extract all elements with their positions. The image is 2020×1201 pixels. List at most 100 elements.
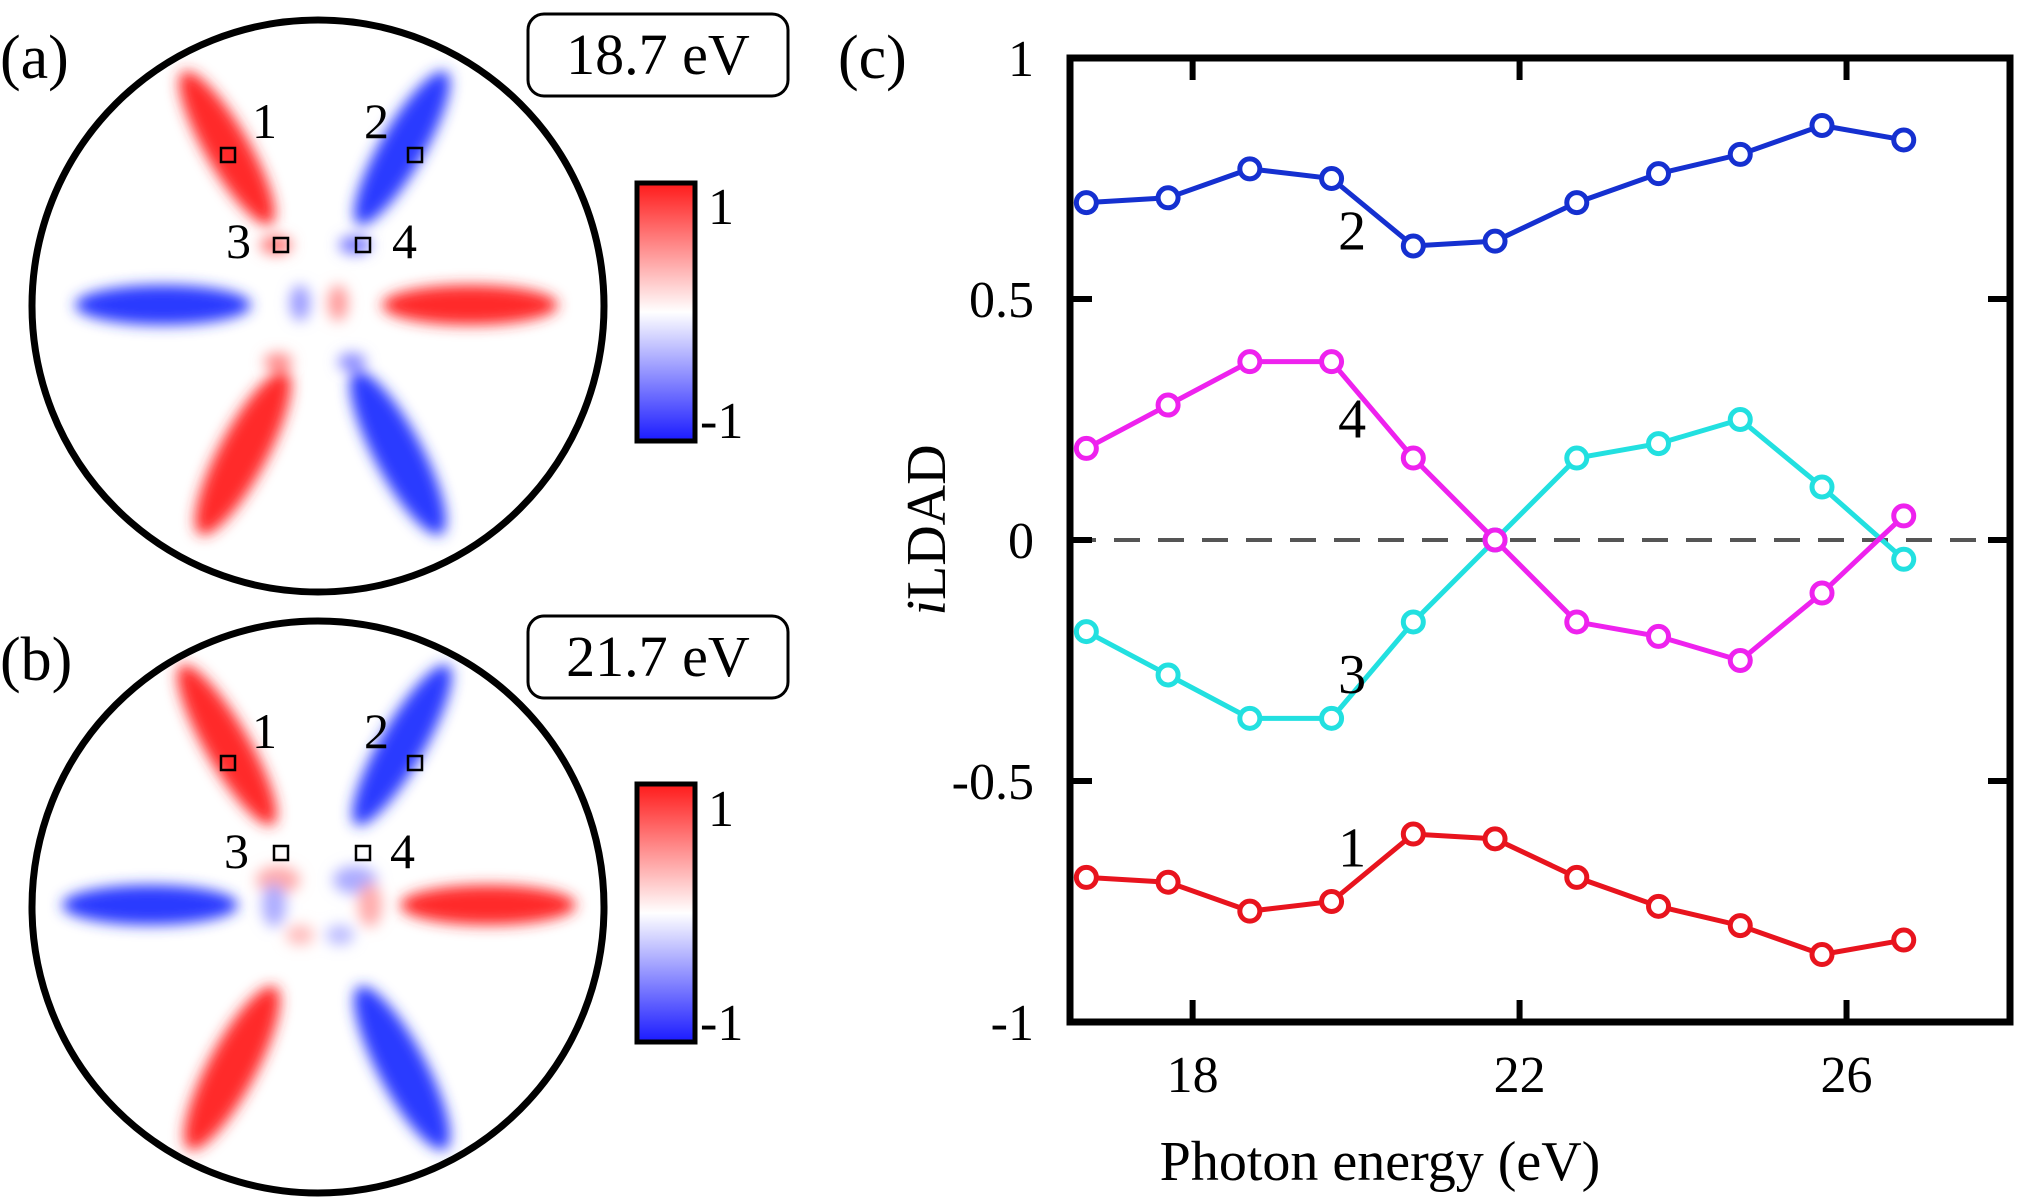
point-b3-box <box>272 844 290 862</box>
series-3-point <box>1564 445 1590 471</box>
point-4-box <box>354 236 372 254</box>
colorbar-a-min: -1 <box>700 393 743 450</box>
colorbar-b-max: 1 <box>708 781 734 838</box>
series-4-point <box>1646 623 1672 649</box>
series-4-point <box>1073 435 1099 461</box>
point-4-label: 4 <box>392 213 417 269</box>
point-b2-box <box>406 754 424 772</box>
x-axis-label: Photon energy (eV) <box>1160 1131 1601 1193</box>
y-tick-label: 1 <box>1008 31 1034 88</box>
series-2-point <box>1400 233 1426 259</box>
x-tick-label: 26 <box>1821 1047 1873 1104</box>
series-2-label: 2 <box>1338 201 1366 263</box>
series-1-point <box>1564 864 1590 890</box>
panel-b: (b) 1 2 3 4 21. <box>0 614 790 1197</box>
point-3-label: 3 <box>226 213 251 269</box>
series-2-point <box>1809 112 1835 138</box>
x-tick-label: 18 <box>1167 1047 1219 1104</box>
panel-a-label: (a) <box>0 24 69 92</box>
series-1-point <box>1319 889 1345 914</box>
series-4-point <box>1155 392 1181 418</box>
colorbar-b <box>634 781 698 1045</box>
point-1-box <box>219 146 237 164</box>
series-3-point <box>1073 619 1099 645</box>
colorbar-b-min: -1 <box>700 995 743 1052</box>
series-4-point <box>1564 609 1590 635</box>
x-tick-label: 22 <box>1494 1047 1546 1104</box>
lobe-b-lower-right <box>353 985 451 1151</box>
series-1-point <box>1400 821 1426 847</box>
series-2-point <box>1319 166 1345 191</box>
colorbar-a <box>634 180 698 444</box>
series-4-line <box>1085 359 1906 664</box>
series-3-point <box>1319 705 1345 731</box>
y-tick-label: -0.5 <box>952 754 1034 811</box>
series-3: 3 <box>1073 407 1917 731</box>
series-2-point <box>1727 141 1753 167</box>
panel-b-label: (b) <box>0 626 72 694</box>
series-2-point <box>1155 185 1181 211</box>
point-b1-box <box>219 754 237 772</box>
point-b4-label: 4 <box>390 823 415 879</box>
series-3-point <box>1237 705 1263 731</box>
energy-box-a <box>526 12 790 98</box>
series-1-point <box>1646 893 1672 919</box>
series-4-point <box>1237 349 1263 375</box>
series-4-point <box>1482 527 1508 553</box>
series-2-point <box>1237 156 1263 182</box>
point-3-box <box>272 236 290 254</box>
series-3-point <box>1727 407 1753 432</box>
lobe-b-upper-left <box>177 664 277 826</box>
y-tick-label: -1 <box>991 995 1034 1052</box>
energy-box-b <box>526 614 790 700</box>
panel-a: (a) 1 2 3 4 18. <box>0 12 790 596</box>
y-axis-label-italic: i <box>896 600 958 616</box>
lobe-b-left <box>62 885 238 925</box>
panel-b-circle <box>28 617 608 1197</box>
point-2-label: 2 <box>364 93 389 149</box>
series-3-point <box>1400 609 1426 635</box>
series-3-point <box>1891 546 1917 572</box>
series-1-point <box>1237 898 1263 924</box>
y-tick-label: 0 <box>1008 513 1034 570</box>
y-axis-label-rest: LDAD <box>896 444 958 600</box>
ildad-chart: -1 -0.5 0 0.5 1 18 22 26 1 2 3 4 <box>952 31 2014 1104</box>
series-4-label: 4 <box>1338 389 1366 451</box>
energy-label-b: 21.7 eV <box>566 624 750 689</box>
panel-a-circle <box>28 16 608 596</box>
series-4-point <box>1400 445 1426 471</box>
lobe-b-lower-left <box>183 985 281 1151</box>
point-1-label: 1 <box>252 93 277 149</box>
series-3-point <box>1809 474 1835 500</box>
series-2-line <box>1086 122 1905 249</box>
y-axis-label: iLDAD <box>896 444 958 615</box>
series-4-point <box>1319 349 1345 375</box>
panel-a-map <box>75 70 558 536</box>
lobe-b-right <box>400 885 576 925</box>
series-2-point <box>1891 127 1917 153</box>
point-b3-label: 3 <box>224 823 249 879</box>
series-3-label: 3 <box>1338 644 1366 706</box>
energy-label-a: 18.7 eV <box>566 22 750 87</box>
series-2-point <box>1482 228 1508 254</box>
series-1-point <box>1073 864 1099 890</box>
series-1-point <box>1809 942 1835 968</box>
series-2-point <box>1646 161 1672 187</box>
series-4-point <box>1891 503 1917 529</box>
series-1-line <box>1086 831 1905 958</box>
panel-b-map <box>62 664 576 1151</box>
series-2-point <box>1073 190 1099 216</box>
y-tick-label: 0.5 <box>969 272 1034 329</box>
colorbar-a-max: 1 <box>708 179 734 236</box>
lobe-lower-left <box>194 370 292 536</box>
panel-c-label: (c) <box>838 24 907 92</box>
lobe-right <box>382 285 558 325</box>
point-2-box <box>406 146 424 164</box>
series-1: 1 <box>1073 817 1917 968</box>
lobe-lower-right <box>349 370 447 536</box>
series-1-point <box>1891 927 1917 953</box>
point-b4-box <box>354 844 372 862</box>
panel-c: (c) -1 -0.5 0 0.5 1 18 22 26 1 2 3 4 Photon energy … <box>838 24 2014 1193</box>
series-1-point <box>1155 869 1181 895</box>
